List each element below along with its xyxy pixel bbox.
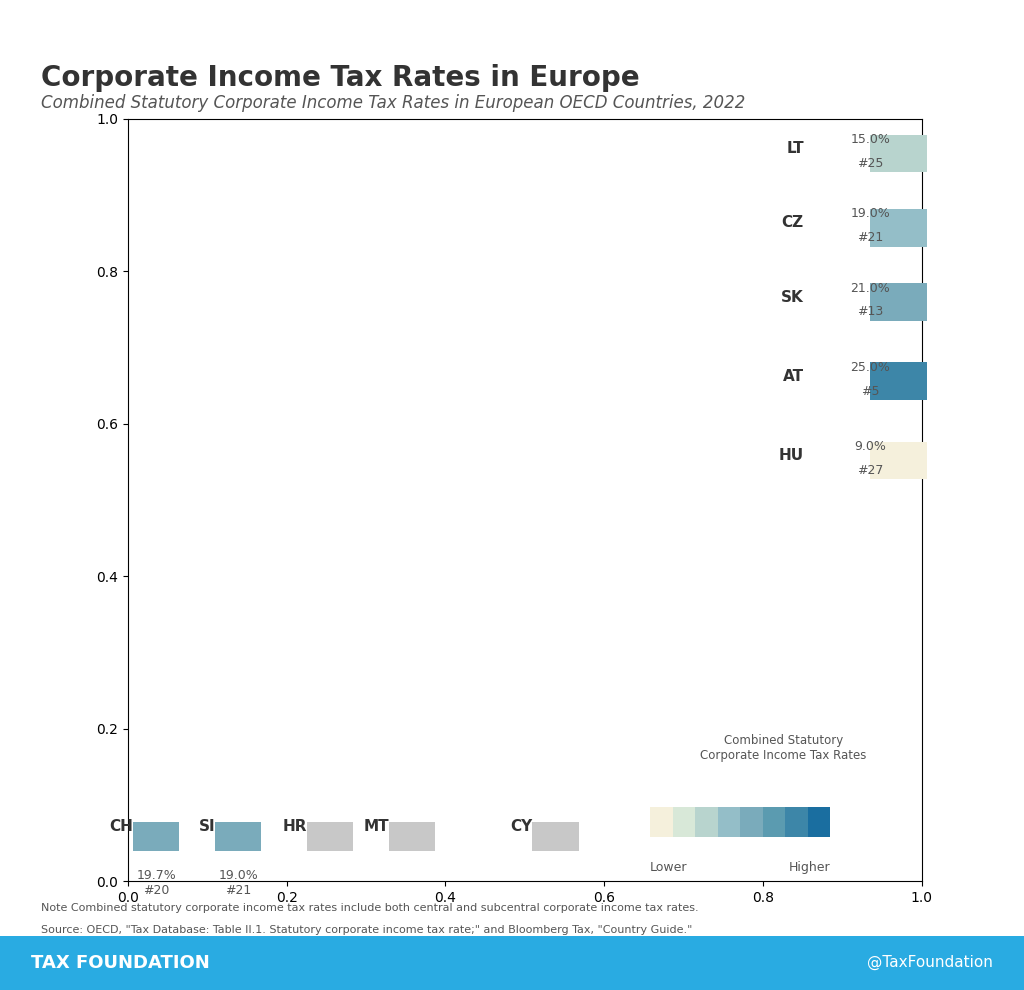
Text: 9.0%: 9.0% bbox=[854, 440, 887, 453]
Text: 19.0%: 19.0% bbox=[851, 207, 890, 221]
Text: 25.0%: 25.0% bbox=[851, 360, 890, 374]
Text: CZ: CZ bbox=[781, 215, 804, 231]
Text: AT: AT bbox=[782, 368, 804, 384]
Text: Corporate Income Tax Rates in Europe: Corporate Income Tax Rates in Europe bbox=[41, 64, 640, 92]
Text: #21: #21 bbox=[857, 231, 884, 245]
Text: Source: OECD, "Tax Database: Table II.1. Statutory corporate income tax rate;" a: Source: OECD, "Tax Database: Table II.1.… bbox=[41, 925, 692, 935]
Text: #21: #21 bbox=[225, 884, 251, 897]
Text: LT: LT bbox=[786, 141, 804, 156]
Text: Lower: Lower bbox=[650, 861, 688, 874]
Text: #25: #25 bbox=[857, 156, 884, 170]
Text: 21.0%: 21.0% bbox=[851, 281, 890, 295]
Text: MT: MT bbox=[364, 819, 389, 835]
Text: 19.0%: 19.0% bbox=[218, 869, 258, 882]
Text: TAX FOUNDATION: TAX FOUNDATION bbox=[31, 953, 210, 972]
Text: #5: #5 bbox=[861, 384, 880, 398]
Text: Higher: Higher bbox=[788, 861, 830, 874]
Text: HR: HR bbox=[283, 819, 307, 835]
Text: Combined Statutory Corporate Income Tax Rates in European OECD Countries, 2022: Combined Statutory Corporate Income Tax … bbox=[41, 94, 745, 112]
Text: CH: CH bbox=[110, 819, 133, 835]
Text: 19.7%: 19.7% bbox=[136, 869, 176, 882]
Text: Note Combined statutory corporate income tax rates include both central and subc: Note Combined statutory corporate income… bbox=[41, 903, 698, 913]
Text: #20: #20 bbox=[143, 884, 169, 897]
Text: CY: CY bbox=[510, 819, 532, 835]
Text: SK: SK bbox=[781, 289, 804, 305]
Text: #27: #27 bbox=[857, 463, 884, 477]
Text: 15.0%: 15.0% bbox=[851, 133, 890, 147]
Text: #13: #13 bbox=[857, 305, 884, 319]
Text: Combined Statutory: Combined Statutory bbox=[724, 735, 843, 747]
Text: @TaxFoundation: @TaxFoundation bbox=[867, 955, 993, 970]
Text: SI: SI bbox=[199, 819, 215, 835]
Text: Corporate Income Tax Rates: Corporate Income Tax Rates bbox=[700, 749, 866, 762]
Text: HU: HU bbox=[778, 447, 804, 463]
